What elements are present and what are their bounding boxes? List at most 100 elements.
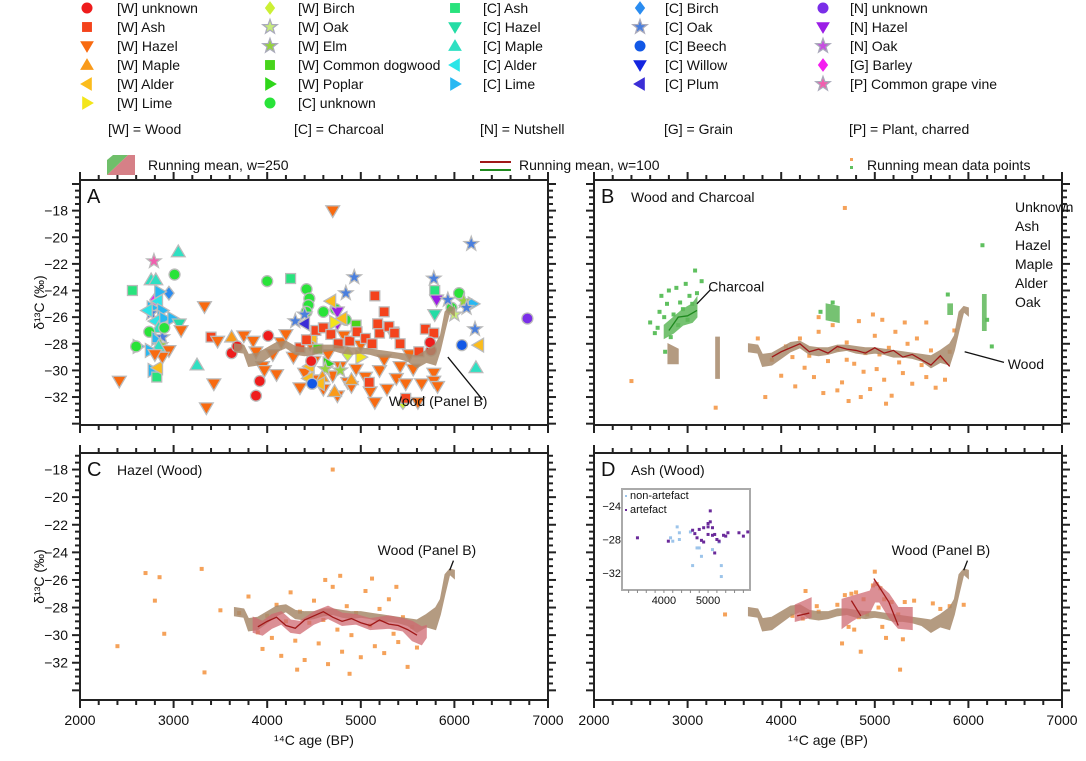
wood-data-point bbox=[870, 312, 875, 317]
data-point bbox=[344, 604, 349, 609]
wood-data-point bbox=[872, 333, 877, 338]
c-lime-marker-icon bbox=[450, 77, 462, 91]
data-point bbox=[377, 606, 382, 611]
data-point bbox=[854, 590, 859, 595]
data-point bbox=[323, 577, 328, 582]
data-point bbox=[317, 322, 329, 334]
annotation-leader bbox=[963, 560, 969, 571]
data-point bbox=[340, 649, 345, 654]
wood-running-mean-band bbox=[747, 568, 969, 633]
charcoal-band-fragment bbox=[825, 303, 840, 324]
y-tick-label: −28 bbox=[44, 600, 68, 616]
data-point bbox=[302, 657, 307, 662]
abbreviation-label: [N] = Nutshell bbox=[480, 121, 564, 137]
data-point bbox=[171, 318, 188, 332]
data-point bbox=[160, 344, 177, 359]
ash-running-mean-100-line bbox=[796, 612, 810, 617]
artefact-point bbox=[706, 522, 710, 526]
legend-label: [W] Oak bbox=[298, 19, 350, 35]
panel-a: −18 −20 −22 −24 −26 −28 −30 −32 δ¹³C (‰) A Wood (P… bbox=[31, 172, 556, 433]
wood-data-point bbox=[835, 388, 840, 393]
data-point bbox=[366, 396, 383, 411]
data-point bbox=[331, 360, 350, 379]
data-point bbox=[938, 606, 943, 611]
legend-label: [G] Barley bbox=[850, 57, 912, 73]
legend-label: [W] Lime bbox=[117, 95, 172, 111]
legend-running-mean-250: Running mean, w=250 bbox=[148, 157, 289, 173]
y-tick-label: −20 bbox=[44, 489, 68, 505]
data-point bbox=[188, 356, 206, 371]
w-ash-marker-icon bbox=[82, 22, 92, 32]
c-hazel-marker-icon bbox=[448, 22, 462, 34]
data-point bbox=[880, 624, 885, 629]
charcoal-data-point bbox=[652, 331, 657, 336]
data-point bbox=[274, 602, 279, 607]
data-point bbox=[849, 591, 854, 596]
data-point bbox=[947, 604, 952, 609]
data-point bbox=[196, 301, 213, 315]
data-point bbox=[316, 641, 321, 646]
y-tick-label: −28 bbox=[44, 336, 68, 352]
charcoal-running-mean-100-line bbox=[668, 309, 698, 331]
data-point bbox=[295, 304, 314, 323]
panel-b: B Wood and Charcoal Charcoal Wood Unknown Ash… bbox=[586, 172, 1073, 433]
data-point bbox=[835, 602, 840, 607]
y-tick-label: −22 bbox=[44, 517, 68, 533]
data-point bbox=[790, 613, 795, 618]
data-point bbox=[370, 576, 375, 581]
w-oak-marker-icon bbox=[260, 17, 280, 35]
wood-data-point bbox=[844, 340, 849, 345]
wood-data-point bbox=[900, 371, 905, 376]
wood-data-point bbox=[790, 355, 795, 360]
ash-running-mean-100-line bbox=[873, 578, 899, 626]
panel-label: D bbox=[601, 459, 615, 481]
wood-data-point bbox=[886, 345, 891, 350]
data-point bbox=[347, 671, 352, 676]
legend-label: [C] Alder bbox=[483, 57, 537, 73]
wood-data-point bbox=[755, 336, 760, 341]
data-point bbox=[130, 340, 143, 353]
green-dot-swatch-icon bbox=[850, 166, 853, 169]
data-point bbox=[111, 375, 128, 390]
data-point bbox=[400, 392, 412, 404]
data-point bbox=[312, 598, 316, 603]
data-point bbox=[349, 633, 354, 638]
taxa-list-item: Alder bbox=[1015, 275, 1048, 291]
data-point bbox=[386, 597, 391, 602]
data-point bbox=[168, 268, 181, 281]
wood-leader bbox=[964, 351, 1005, 364]
panel-label: B bbox=[601, 186, 614, 208]
data-point bbox=[152, 598, 157, 603]
data-point bbox=[305, 354, 318, 368]
data-point bbox=[425, 367, 442, 382]
legend-label: [W] Hazel bbox=[117, 38, 178, 54]
data-point bbox=[900, 637, 905, 642]
non-artefact-point bbox=[719, 564, 723, 568]
data-point bbox=[279, 653, 284, 658]
annotation-wood: Wood bbox=[1008, 356, 1044, 372]
panel-d: 2000 3000 4000 5000 6000 7000 ¹⁴C age (BP) D Ash… bbox=[578, 445, 1078, 748]
data-point bbox=[961, 602, 966, 607]
charcoal-band-fragment bbox=[981, 294, 987, 331]
wood-data-point bbox=[933, 385, 938, 390]
wood-data-point bbox=[713, 405, 718, 410]
data-point bbox=[521, 312, 534, 325]
wood-data-point bbox=[629, 379, 634, 384]
data-point bbox=[296, 315, 311, 332]
data-point bbox=[369, 290, 381, 302]
wood-running-mean-band bbox=[747, 305, 969, 369]
data-point bbox=[842, 593, 847, 598]
wood-band-fragment bbox=[715, 336, 720, 379]
ash-running-mean-band bbox=[841, 579, 913, 631]
wood-data-point bbox=[882, 377, 887, 382]
w-elm-marker-icon bbox=[260, 36, 280, 54]
legend-label: [C] Plum bbox=[665, 76, 719, 92]
non-artefact-point bbox=[710, 548, 714, 552]
data-point bbox=[371, 364, 388, 379]
data-point bbox=[372, 644, 377, 649]
data-point bbox=[198, 402, 215, 416]
x-tick-label: 3000 bbox=[672, 712, 703, 728]
data-point bbox=[396, 640, 401, 645]
data-point bbox=[330, 467, 335, 472]
charcoal-data-point bbox=[671, 312, 676, 317]
